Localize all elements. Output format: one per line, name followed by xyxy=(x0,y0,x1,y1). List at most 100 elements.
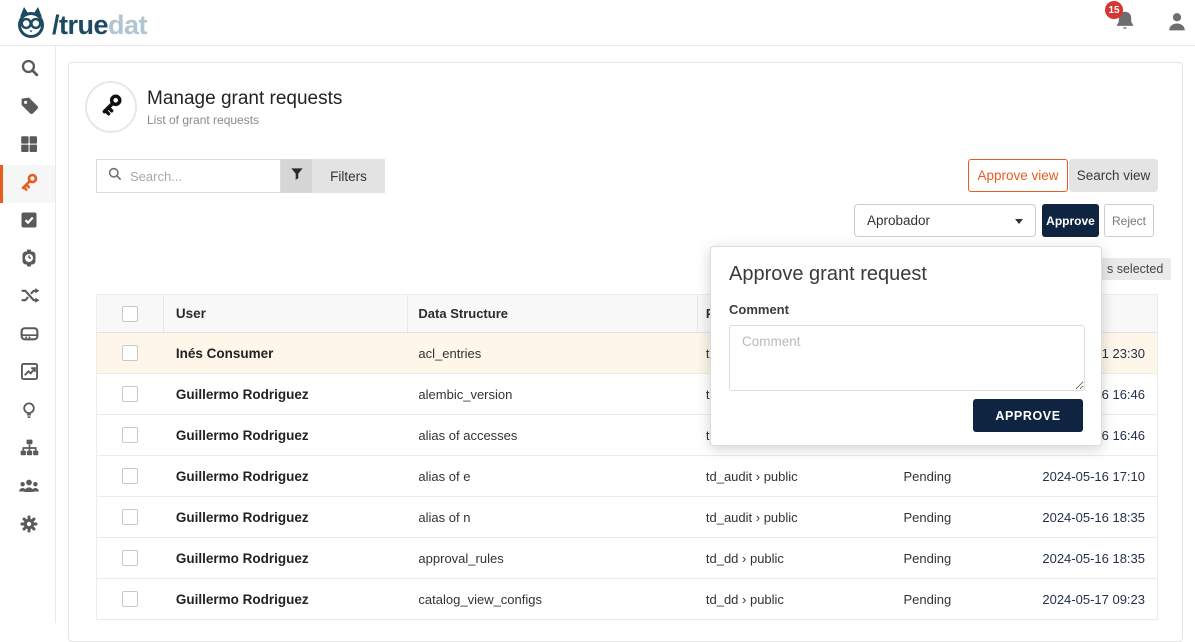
cell-user: Guillermo Rodriguez xyxy=(175,427,309,443)
reject-button[interactable]: Reject xyxy=(1104,204,1154,237)
select-all-checkbox[interactable] xyxy=(121,305,138,322)
cell-inserted-at: 2024-05-17 09:23 xyxy=(1042,591,1146,607)
chevron-down-icon xyxy=(1015,219,1023,224)
search-icon xyxy=(107,166,122,186)
cell-path: td_audit › public xyxy=(705,509,798,525)
bell-icon xyxy=(1113,11,1137,38)
cell-data-structure: alias of e xyxy=(418,468,471,484)
search-view-tab[interactable]: Search view xyxy=(1069,159,1158,192)
table-row[interactable]: Guillermo Rodriguez catalog_view_configs… xyxy=(97,579,1157,620)
drive-icon xyxy=(19,323,40,349)
user-menu-button[interactable] xyxy=(1165,10,1189,34)
cell-status: Pending xyxy=(903,550,952,566)
left-sidebar xyxy=(0,46,56,623)
approve-view-tab[interactable]: Approve view xyxy=(968,159,1068,192)
sidebar-item-dashboards[interactable] xyxy=(0,355,55,393)
cell-status: Pending xyxy=(903,468,952,484)
comment-textarea[interactable] xyxy=(729,325,1085,391)
cell-status: Pending xyxy=(903,591,952,607)
approver-select-value: Aprobador xyxy=(867,213,931,228)
cell-path: td_audit › public xyxy=(705,468,798,484)
gear-icon xyxy=(19,514,39,539)
sidebar-item-grant-requests[interactable] xyxy=(0,165,55,203)
row-checkbox[interactable] xyxy=(122,468,139,484)
sidebar-item-sources[interactable] xyxy=(0,317,55,355)
row-checkbox[interactable] xyxy=(122,591,139,607)
cell-data-structure: alembic_version xyxy=(418,386,513,402)
cell-inserted-at: 2024-05-16 18:35 xyxy=(1042,550,1146,566)
column-header-user[interactable]: User xyxy=(164,295,409,332)
page-subtitle: List of grant requests xyxy=(147,113,260,127)
cell-data-structure: approval_rules xyxy=(418,550,504,566)
notifications-button[interactable]: 15 xyxy=(1105,1,1143,38)
grid-icon xyxy=(19,134,39,159)
sidebar-item-taxonomy[interactable] xyxy=(0,431,55,469)
cell-status: Pending xyxy=(903,509,952,525)
cell-data-structure: alias of n xyxy=(418,509,471,525)
table-row[interactable]: Guillermo Rodriguez alias of n td_audit … xyxy=(97,497,1157,538)
row-checkbox[interactable] xyxy=(122,427,139,443)
search-icon xyxy=(19,57,40,83)
page-icon-circle xyxy=(85,81,137,133)
sidebar-item-quality[interactable] xyxy=(0,241,55,279)
approve-grant-request-modal: Approve grant request Comment APPROVE xyxy=(710,246,1102,446)
search-input[interactable] xyxy=(130,168,270,184)
truedat-logo[interactable]: /true dat xyxy=(12,4,148,47)
user-icon xyxy=(1165,13,1189,38)
sitemap-icon xyxy=(19,437,40,463)
shuffle-icon xyxy=(19,285,40,311)
cell-path: td_dd › public xyxy=(705,550,784,566)
top-navbar: /true dat 15 xyxy=(0,0,1195,46)
cell-user: Guillermo Rodriguez xyxy=(175,509,309,525)
filters-button[interactable]: Filters xyxy=(312,159,385,193)
cell-user: Inés Consumer xyxy=(175,345,274,361)
key-icon xyxy=(98,91,125,123)
sidebar-item-concepts[interactable] xyxy=(0,393,55,431)
logo-text-dark: /true xyxy=(52,10,109,40)
cell-path: td_dd › public xyxy=(705,591,784,607)
sidebar-item-lineage[interactable] xyxy=(0,279,55,317)
owl-logo-icon xyxy=(12,4,52,47)
row-checkbox[interactable] xyxy=(122,509,139,525)
column-header-data-structure[interactable]: Data Structure xyxy=(408,295,698,332)
approver-select[interactable]: Aprobador xyxy=(854,204,1036,237)
search-input-wrapper xyxy=(96,159,281,193)
cell-user: Guillermo Rodriguez xyxy=(175,468,309,484)
check-square-icon xyxy=(19,210,39,235)
funnel-icon xyxy=(290,167,304,186)
sidebar-item-tasks[interactable] xyxy=(0,203,55,241)
modal-title: Approve grant request xyxy=(729,263,927,285)
cell-data-structure: catalog_view_configs xyxy=(418,591,542,607)
cell-data-structure: alias of accesses xyxy=(418,427,518,443)
cell-user: Guillermo Rodriguez xyxy=(175,386,309,402)
chart-icon xyxy=(19,361,40,387)
row-checkbox[interactable] xyxy=(122,345,139,361)
cell-inserted-at: 2024-05-16 17:10 xyxy=(1042,468,1146,484)
sidebar-item-search[interactable] xyxy=(0,51,55,89)
table-row[interactable]: Guillermo Rodriguez alias of e td_audit … xyxy=(97,456,1157,497)
filter-funnel-button[interactable] xyxy=(281,159,312,193)
sidebar-item-settings[interactable] xyxy=(0,507,55,545)
modal-approve-button[interactable]: APPROVE xyxy=(973,399,1083,432)
cell-data-structure: acl_entries xyxy=(418,345,482,361)
key-icon xyxy=(18,171,40,198)
tag-icon xyxy=(19,95,40,121)
notification-count-badge: 15 xyxy=(1105,1,1123,19)
users-icon xyxy=(18,475,40,502)
page-title: Manage grant requests xyxy=(147,88,343,109)
comment-label: Comment xyxy=(729,302,789,317)
approve-button[interactable]: Approve xyxy=(1042,204,1099,237)
bulb-icon xyxy=(19,400,39,425)
selected-count-badge: s selected xyxy=(1099,258,1172,280)
cell-user: Guillermo Rodriguez xyxy=(175,591,309,607)
cell-inserted-at: 2024-05-16 18:35 xyxy=(1042,509,1146,525)
sidebar-item-groups[interactable] xyxy=(0,469,55,507)
cell-user: Guillermo Rodriguez xyxy=(175,550,309,566)
row-checkbox[interactable] xyxy=(122,550,139,566)
table-row[interactable]: Guillermo Rodriguez approval_rules td_dd… xyxy=(97,538,1157,579)
row-checkbox[interactable] xyxy=(122,386,139,402)
watch-icon xyxy=(19,248,39,273)
logo-text-light: dat xyxy=(108,10,148,40)
sidebar-item-tags[interactable] xyxy=(0,89,55,127)
sidebar-item-structures[interactable] xyxy=(0,127,55,165)
